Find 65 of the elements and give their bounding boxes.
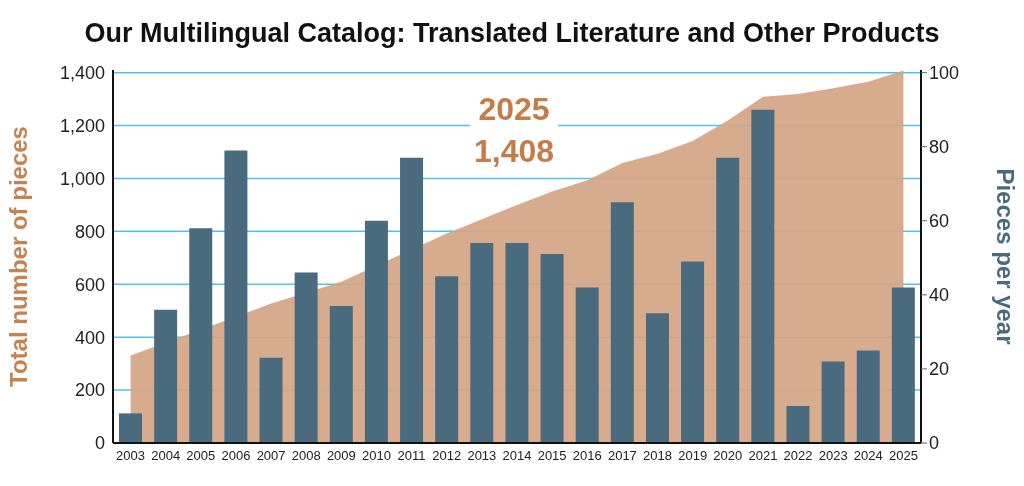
y2-tick-label: 100 xyxy=(929,62,960,83)
x-tick-label: 2007 xyxy=(256,448,286,464)
x-tick-label: 2023 xyxy=(818,448,848,464)
y-tick-label: 1,200 xyxy=(59,115,105,136)
x-tick-label: 2017 xyxy=(607,448,637,464)
x-tick-label: 2018 xyxy=(643,448,672,464)
x-tick-label: 2016 xyxy=(572,448,602,464)
x-tick-label: 2013 xyxy=(467,448,497,464)
x-tick-label: 2011 xyxy=(397,448,426,464)
bar xyxy=(645,313,669,443)
annotation: 1,408 xyxy=(472,132,556,171)
y-axis-title: Total number of pieces xyxy=(4,126,32,387)
y-tick-label: 1,400 xyxy=(59,63,105,84)
bar xyxy=(400,157,424,443)
x-tick-label: 2021 xyxy=(748,448,778,464)
y-tick-label: 400 xyxy=(74,327,105,348)
bar xyxy=(610,202,634,443)
x-tick-label: 2025 xyxy=(888,448,918,464)
bar xyxy=(259,357,283,443)
x-tick-label: 2005 xyxy=(186,448,216,464)
x-tick-label: 2020 xyxy=(713,448,743,464)
x-tick-label: 2003 xyxy=(116,448,146,464)
x-tick-label: 2024 xyxy=(853,448,883,464)
bar xyxy=(470,242,494,443)
bar xyxy=(786,405,810,443)
x-tick-label: 2022 xyxy=(783,448,813,464)
y2-axis-title: Pieces per year xyxy=(992,168,1020,345)
x-tick-label: 2019 xyxy=(678,448,708,464)
bar xyxy=(154,309,178,443)
x-tick-label: 2009 xyxy=(326,448,356,464)
bar xyxy=(821,361,845,443)
annotation: 2025 xyxy=(477,90,551,129)
chart-title: Our Multilingual Catalog: Translated Literature and Other Products xyxy=(83,17,941,50)
bar xyxy=(329,305,353,443)
y2-tick-label: 80 xyxy=(929,137,950,158)
y2-tick-label: 0 xyxy=(929,433,940,454)
bar xyxy=(751,109,775,443)
x-tick-label: 2008 xyxy=(291,448,321,464)
x-tick-label: 2006 xyxy=(221,448,251,464)
y-tick-label: 1,000 xyxy=(59,168,105,189)
bar xyxy=(505,242,529,443)
y2-tick-label: 20 xyxy=(929,359,950,380)
y-tick-label: 600 xyxy=(74,274,105,295)
bar xyxy=(540,254,564,443)
y2-tick-label: 60 xyxy=(929,211,950,232)
y2-tick-label: 40 xyxy=(929,285,950,306)
bar xyxy=(294,272,318,443)
x-tick-label: 2010 xyxy=(362,448,391,464)
y-tick-label: 0 xyxy=(94,433,105,454)
bar xyxy=(891,287,915,443)
bar xyxy=(716,157,740,443)
x-tick-label: 2015 xyxy=(537,448,567,464)
y-tick-label: 200 xyxy=(74,380,105,401)
bar xyxy=(681,261,705,443)
y-tick-label: 800 xyxy=(74,221,105,242)
x-tick-label: 2014 xyxy=(502,448,532,464)
bar xyxy=(856,350,880,443)
x-tick-label: 2012 xyxy=(432,448,462,464)
bar xyxy=(364,220,388,443)
bar xyxy=(189,228,213,443)
bar xyxy=(119,413,142,443)
bar xyxy=(435,276,459,443)
x-tick-label: 2004 xyxy=(151,448,181,464)
bar xyxy=(224,150,248,443)
bar xyxy=(575,287,599,443)
